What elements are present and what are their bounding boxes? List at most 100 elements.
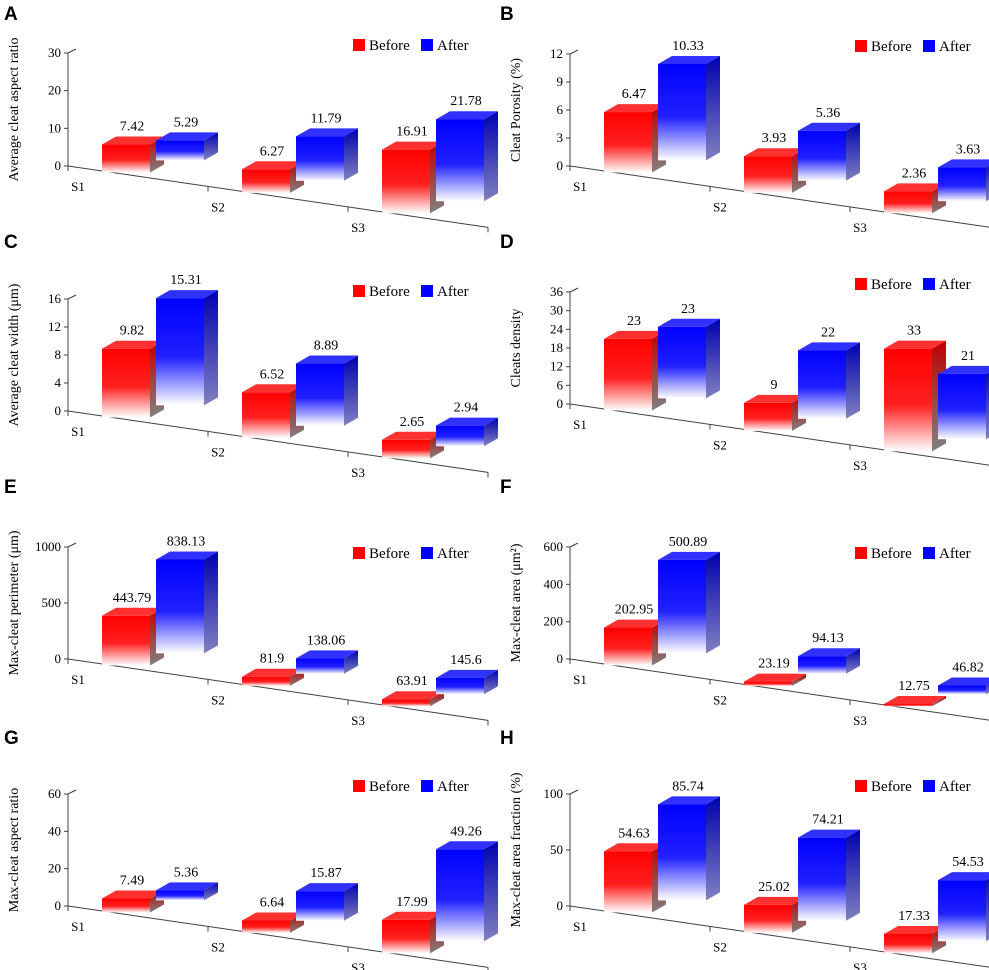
category-label: S1 [573,672,587,687]
bar-after-s3 [436,841,498,942]
bar-top [296,883,358,892]
y-tick-label: 3 [557,130,564,145]
legend-swatch-before [353,547,365,559]
data-label: 54.63 [618,826,650,841]
bar-before-s1 [604,330,666,411]
data-label: 16.91 [396,125,428,140]
category-label: S1 [71,672,85,687]
bar-front [156,890,204,901]
bar-before-s2 [744,394,806,431]
bar-top [798,122,860,131]
category-label: S1 [573,417,587,432]
bar-front [156,298,204,406]
y-axis-label: Average cleat aspect ratio [7,38,22,182]
data-label: 7.49 [120,873,145,888]
y-tick-label: 1000 [35,539,61,554]
bar-before-s3 [382,141,444,214]
data-label: 8.89 [314,339,339,354]
legend-label-before: Before [871,277,912,293]
bar-top [296,355,358,364]
bar-side [344,883,358,921]
bar-after-s2 [798,648,860,674]
bar-front [102,348,150,418]
bar-front [938,373,986,440]
bar-top [938,159,989,168]
bar-front [658,63,706,161]
data-label: 21.78 [450,94,482,109]
bar-side [204,882,218,901]
bar-top [436,669,498,678]
data-label: 202.95 [615,603,654,618]
legend-swatch-before [353,285,365,297]
legend-label-before: Before [871,779,912,795]
data-label: 49.26 [450,824,482,839]
legend-label-after: After [437,779,469,795]
bar-before-s1 [102,607,164,666]
legend-swatch-after [421,547,433,559]
y-axis-cap [569,542,579,548]
bar-side [932,695,946,707]
y-axis-label: Average cleat width (μm) [7,283,22,426]
legend-label-before: Before [369,779,410,795]
bar-side [204,132,218,161]
y-axis-label: Max-cleat area (μm²) [509,543,524,662]
bar-side [846,829,860,921]
bar-before-s1 [604,619,666,666]
y-axis-label: Max-cleat area fraction (%) [509,772,524,927]
bar-front [884,348,932,452]
panel-letter: C [4,232,18,253]
legend-swatch-before [855,547,867,559]
bar-top [382,911,444,920]
legend: Before After [855,39,971,55]
category-label: S2 [211,692,225,707]
panel-h: H Max-cleat area fraction (%) 0 50 100 S1 S2 S3… [500,728,989,970]
y-axis-label: Cleats density [509,309,524,388]
bar-front [156,140,204,161]
legend: Before After [353,284,469,300]
bar-top [658,551,720,560]
bar-after-s3 [436,111,498,202]
bar-top [604,843,666,852]
bar-side [846,342,860,419]
legend-label-before: Before [369,38,410,54]
bar-top [884,183,946,192]
bar-front [658,804,706,901]
x-axis-line [569,658,989,721]
panel-letter: D [500,232,514,253]
data-label: 9 [771,378,778,393]
y-axis-cap [569,789,579,795]
category-label: S1 [573,919,587,934]
data-label: 12.75 [898,679,930,694]
bar-after-s1 [156,882,218,901]
legend-label-after: After [437,284,469,300]
legend: Before After [855,546,971,562]
data-label: 33 [907,324,921,339]
bar-top [296,650,358,659]
bar-after-s2 [798,122,860,181]
panel-f: F Max-cleat area (μm²) 0 200 400 600 S1 S2 S3 202… [500,477,989,728]
legend-label-after: After [939,779,971,795]
bar-before-s2 [242,384,304,438]
data-label: 21 [961,349,975,364]
data-label: 63.91 [396,674,428,689]
data-label: 15.31 [170,273,202,288]
bar-after-s2 [798,342,860,419]
bar-side [792,673,806,686]
y-tick-label: 10 [48,120,61,135]
data-label: 6.47 [622,87,647,102]
legend: Before After [855,779,971,795]
data-label: 5.29 [174,115,199,130]
bar-after-s1 [156,132,218,161]
x-axis-line [569,905,989,968]
data-label: 10.33 [672,39,704,54]
bar-top [102,607,164,616]
y-axis-cap [67,789,77,795]
bar-front [382,919,430,954]
bar-before-s3 [382,431,444,459]
panel-letter: G [4,728,19,749]
bar-front [604,851,652,913]
bar-front [884,933,932,954]
y-tick-label: 0 [557,158,564,173]
bar-side [986,372,989,440]
bar-side [986,165,989,202]
